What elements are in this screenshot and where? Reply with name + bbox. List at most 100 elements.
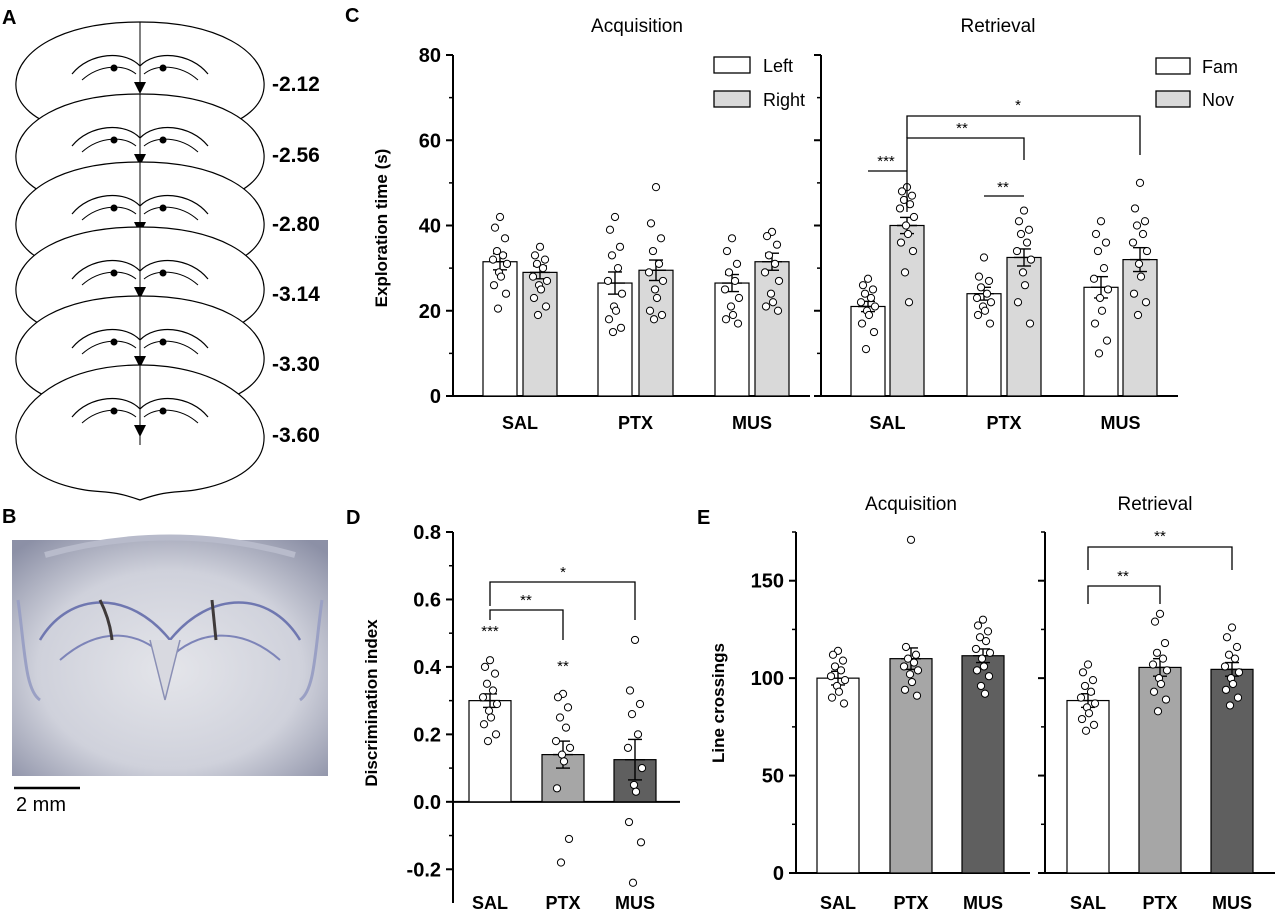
data-point (1130, 204, 1140, 213)
legend-swatch-nov (1155, 90, 1191, 108)
data-point (982, 289, 992, 298)
data-point (1102, 336, 1112, 345)
data-point (983, 627, 993, 636)
data-point (839, 699, 849, 708)
data-point (1093, 246, 1103, 256)
significance-marker: ** (557, 658, 569, 675)
x-category-label: SAL (820, 893, 856, 913)
injection-site-dot (159, 204, 167, 212)
y-tick-label: 80 (419, 45, 441, 67)
x-category-label: PTX (893, 893, 928, 913)
data-point (1132, 221, 1142, 230)
data-point (770, 259, 780, 268)
data-point (975, 633, 985, 642)
data-point (1090, 699, 1100, 708)
data-point (724, 268, 734, 277)
bar (889, 658, 933, 874)
ventricle (134, 287, 146, 299)
data-point (533, 310, 543, 320)
data-point (627, 710, 637, 719)
data-point (629, 780, 639, 790)
injection-site-dot (110, 338, 118, 346)
y-tick-label: 0.2 (413, 724, 441, 746)
data-point (613, 264, 623, 273)
data-point (766, 289, 776, 298)
bar (1083, 286, 1119, 397)
data-point (900, 685, 910, 694)
data-point (648, 246, 658, 256)
data-point (603, 276, 613, 286)
panel-e-y-axis-title: Line crossings (709, 643, 728, 763)
data-point (624, 817, 634, 827)
hippocampus-contour (71, 259, 209, 280)
data-point (1012, 246, 1022, 256)
panel-c-y-axis-title: Exploration time (s) (372, 149, 391, 308)
data-point (1232, 642, 1242, 652)
data-point (977, 654, 987, 663)
y-tick-label: 60 (419, 130, 441, 152)
data-point (538, 264, 548, 273)
data-point (1103, 285, 1113, 294)
coordinate-label: -3.30 (272, 353, 320, 376)
coordinate-label: -2.56 (272, 144, 320, 167)
significance-bracket (489, 609, 564, 640)
y-tick-label: 150 (751, 571, 784, 593)
data-point (773, 306, 783, 315)
injection-site-dot (159, 269, 167, 277)
data-point (1025, 319, 1035, 328)
data-point (498, 251, 508, 260)
data-point (906, 535, 916, 544)
data-point (1022, 238, 1032, 247)
bar (889, 224, 925, 397)
data-point (1221, 685, 1231, 694)
hippocampus-contour (71, 397, 209, 418)
x-category-label: SAL (870, 413, 906, 433)
significance-marker: *** (481, 623, 499, 640)
data-point (633, 730, 643, 739)
data-point (535, 242, 545, 251)
y-tick-label: 0 (773, 863, 784, 885)
bar (1006, 256, 1042, 397)
y-tick-label: 100 (751, 668, 784, 690)
data-point (856, 298, 866, 307)
data-point (564, 834, 574, 844)
y-tick-label: 0.4 (413, 657, 442, 679)
bar (754, 261, 790, 397)
data-point (840, 675, 850, 685)
data-point (1086, 687, 1096, 696)
data-point (495, 212, 505, 222)
data-point (1013, 298, 1023, 307)
data-point (896, 238, 906, 247)
bar (714, 282, 750, 397)
data-point (611, 306, 621, 315)
bar (1138, 666, 1182, 874)
data-point (984, 672, 994, 681)
data-point (615, 242, 625, 251)
data-point (1224, 650, 1234, 659)
data-point (656, 234, 666, 243)
significance-marker: ** (1117, 568, 1129, 585)
data-point (1089, 720, 1099, 730)
y-tick-label: 0 (430, 386, 441, 408)
x-category-label: PTX (1142, 893, 1177, 913)
coordinate-label: -2.80 (272, 213, 320, 236)
data-point (607, 251, 617, 260)
bar (816, 677, 860, 874)
data-point (900, 268, 910, 277)
x-category-label: MUS (1212, 893, 1252, 913)
data-point (768, 298, 778, 307)
panel-c-retrieval-plot: SAL PTX MUS******** (814, 54, 1178, 433)
data-point (907, 191, 917, 200)
data-point (480, 662, 490, 672)
x-category-label: MUS (1101, 413, 1141, 433)
data-point (631, 787, 641, 796)
data-point (650, 285, 660, 294)
data-point (899, 662, 909, 671)
data-point (485, 656, 495, 665)
panel-a-letter: A (2, 7, 16, 29)
data-point (1018, 268, 1028, 277)
data-point (1136, 272, 1146, 281)
data-point (901, 642, 911, 652)
data-point (1026, 255, 1036, 264)
significance-bracket (906, 115, 1141, 155)
